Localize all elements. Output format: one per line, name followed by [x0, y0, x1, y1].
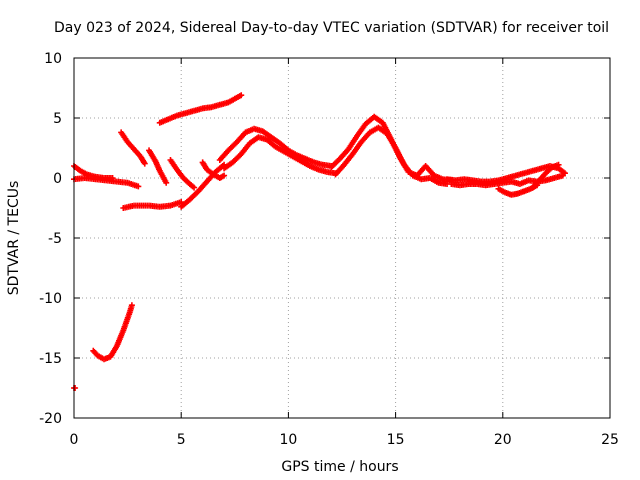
data-point [128, 302, 135, 309]
y-tick-label: -10 [39, 291, 62, 307]
data-point [135, 183, 142, 190]
data-point [163, 179, 170, 186]
data-point [191, 184, 198, 191]
y-tick-label: -20 [39, 411, 62, 427]
y-tick-label: -5 [48, 231, 62, 247]
data-point [72, 385, 79, 391]
data-point [559, 172, 566, 179]
data-point [141, 160, 148, 167]
x-tick-label: 0 [70, 432, 79, 448]
data-points [71, 92, 568, 391]
grid [74, 58, 610, 418]
x-tick-label: 5 [177, 432, 186, 448]
y-tick-label: -15 [39, 351, 62, 367]
y-tick-label: 0 [53, 171, 62, 187]
y-tick-label: 10 [44, 51, 62, 67]
x-axis-label: GPS time / hours [281, 459, 398, 475]
y-axis-label: SDTVAR / TECUs [6, 181, 22, 296]
chart-title: Day 023 of 2024, Sidereal Day-to-day VTE… [54, 20, 609, 36]
data-point [238, 92, 245, 99]
data-point [555, 161, 562, 168]
data-point [221, 172, 228, 179]
x-tick-label: 20 [494, 432, 512, 448]
axis-ticks: 0 5 10 15 20 25 10 5 0 -5 -10 -15 -20 [39, 51, 619, 448]
x-tick-label: 10 [279, 432, 297, 448]
plot-frame [73, 57, 611, 419]
x-tick-label: 25 [601, 432, 619, 448]
x-tick-label: 15 [387, 432, 405, 448]
y-tick-label: 5 [53, 111, 62, 127]
